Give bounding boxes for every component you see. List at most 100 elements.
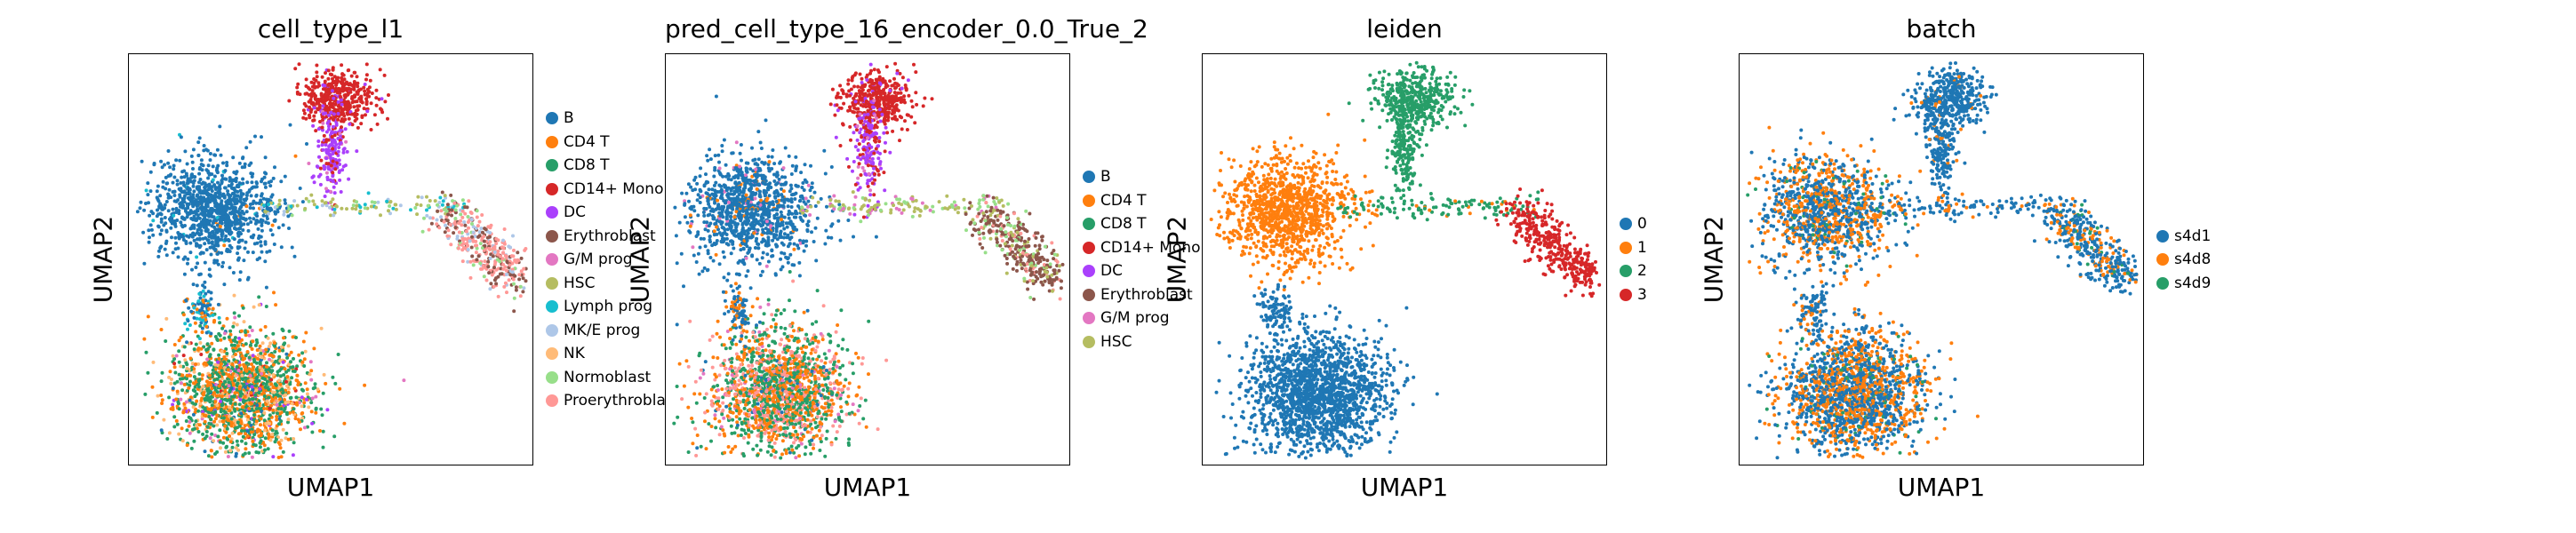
data-point <box>338 163 342 166</box>
data-point <box>756 130 761 134</box>
data-point <box>184 419 188 423</box>
data-point <box>227 359 231 363</box>
data-point <box>230 431 235 435</box>
data-point <box>809 163 812 168</box>
data-point <box>340 125 343 130</box>
data-point <box>675 261 679 266</box>
data-point <box>328 189 332 194</box>
data-point <box>394 207 398 211</box>
data-point <box>197 136 202 140</box>
data-point <box>232 192 236 196</box>
data-point <box>185 162 189 166</box>
data-point <box>460 248 465 252</box>
data-point <box>263 428 267 433</box>
data-point <box>223 379 227 384</box>
data-point <box>471 230 476 235</box>
data-point <box>481 264 485 268</box>
data-point <box>291 453 295 457</box>
data-point <box>211 368 215 372</box>
data-point <box>236 369 241 372</box>
data-point <box>169 378 173 381</box>
data-point <box>192 375 196 379</box>
data-point <box>780 198 784 203</box>
data-point <box>218 218 222 222</box>
data-point <box>300 395 304 400</box>
data-point <box>327 113 332 117</box>
data-point <box>460 209 465 213</box>
data-point <box>332 133 337 138</box>
data-point <box>277 378 281 383</box>
data-point <box>309 401 314 405</box>
data-point <box>291 335 295 339</box>
data-point <box>209 195 213 199</box>
data-point <box>511 277 516 282</box>
data-point <box>173 235 178 240</box>
data-point <box>194 330 198 334</box>
data-point <box>250 174 254 179</box>
data-point <box>196 203 200 206</box>
data-point <box>215 372 220 377</box>
data-point <box>217 356 221 361</box>
data-point <box>796 184 800 188</box>
data-point <box>362 107 366 111</box>
data-point <box>224 430 228 434</box>
data-point <box>222 218 227 222</box>
data-point <box>213 227 218 232</box>
data-point <box>722 275 726 280</box>
data-point <box>486 259 491 264</box>
data-point <box>443 230 447 235</box>
data-point <box>428 199 432 203</box>
data-point <box>442 219 446 224</box>
data-point <box>475 246 479 251</box>
data-point <box>345 207 348 211</box>
data-point <box>216 360 220 364</box>
data-point <box>780 220 784 225</box>
data-point <box>259 328 263 332</box>
data-point <box>244 146 249 150</box>
data-point <box>208 245 212 250</box>
data-point <box>333 167 338 171</box>
data-point <box>501 262 506 266</box>
data-point <box>710 192 715 196</box>
data-point <box>207 172 212 177</box>
data-point <box>263 240 268 244</box>
data-point <box>250 362 253 366</box>
data-point <box>262 410 267 415</box>
data-point <box>223 385 228 389</box>
data-point <box>304 330 308 335</box>
data-point <box>736 222 740 227</box>
data-point <box>215 377 220 381</box>
data-point <box>810 186 813 189</box>
data-point <box>215 170 220 174</box>
data-point <box>180 175 184 179</box>
data-point <box>195 307 199 312</box>
data-point <box>202 144 206 147</box>
data-point <box>250 402 253 406</box>
data-point <box>188 379 192 384</box>
data-point <box>237 385 242 389</box>
data-point <box>363 383 367 387</box>
data-point <box>720 144 724 147</box>
data-point <box>439 215 444 219</box>
data-point <box>180 377 185 381</box>
data-point <box>771 254 775 258</box>
data-point <box>187 424 191 428</box>
legend-item: CD4 T <box>546 130 679 154</box>
data-point <box>208 354 212 359</box>
data-point <box>272 290 276 295</box>
data-point <box>446 205 451 210</box>
data-point <box>748 246 752 251</box>
data-point <box>190 160 195 164</box>
data-point <box>208 303 212 307</box>
data-point <box>150 385 155 389</box>
data-point <box>281 329 285 333</box>
data-point <box>216 434 220 439</box>
data-point <box>505 290 508 295</box>
data-point <box>782 227 787 231</box>
data-point <box>284 410 289 415</box>
data-point <box>740 194 745 198</box>
data-point <box>363 89 367 93</box>
data-point <box>244 376 248 380</box>
data-point <box>216 243 220 248</box>
data-point <box>219 410 223 414</box>
